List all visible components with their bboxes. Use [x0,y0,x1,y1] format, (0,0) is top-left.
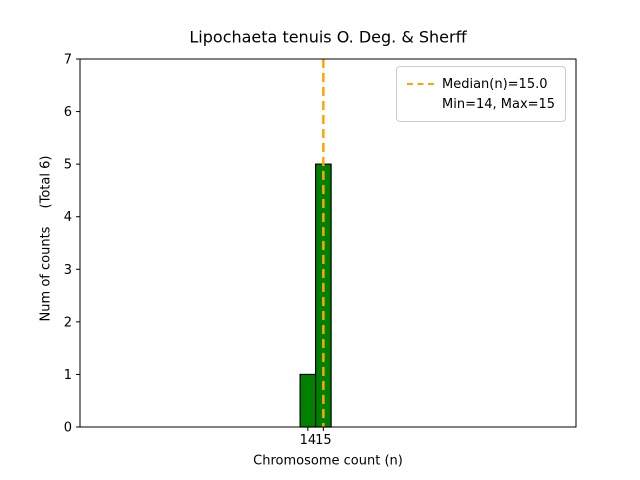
y-tick-label: 3 [64,263,72,278]
y-tick-label: 6 [64,105,72,120]
y-tick-label: 5 [64,158,72,173]
y-tick-label: 1 [64,368,72,383]
bar-n14 [299,373,317,428]
legend: Median(n)=15.0 Min=14, Max=15 [396,66,567,122]
legend-row-minmax: Min=14, Max=15 [407,94,555,114]
x-axis-label: Chromosome count (n) [253,453,403,469]
legend-label-minmax: Min=14, Max=15 [442,96,556,112]
axes-frame [79,58,577,428]
y-tick-label: 4 [64,210,72,225]
median-dashed-line-swatch [407,83,434,85]
x-tick-label: 15 [315,433,332,448]
y-axis-total-label: (Total 6) [38,155,54,209]
y-axis-label: Num of counts [38,226,54,322]
y-tick-label: 0 [64,421,72,436]
legend-row-median: Median(n)=15.0 [407,74,555,94]
chart-title: Lipochaeta tenuis O. Deg. & Sherff [189,27,467,47]
legend-label-median: Median(n)=15.0 [442,76,548,92]
y-tick-label: 7 [64,53,72,68]
y-tick-label: 2 [64,315,72,330]
x-tick-label: 14 [300,433,317,448]
